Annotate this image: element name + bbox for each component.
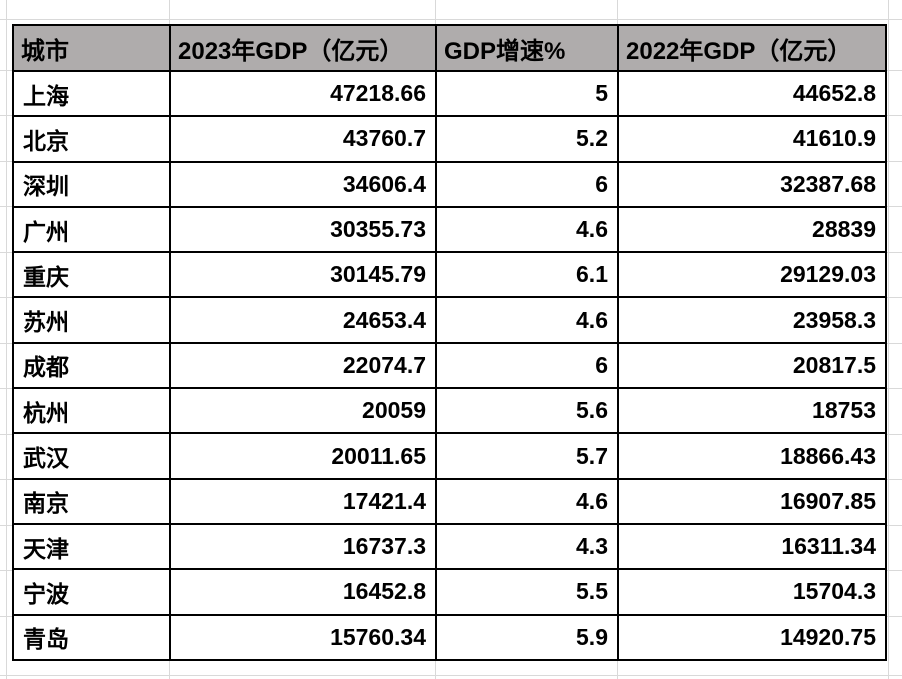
city-cell[interactable]: 成都 <box>12 341 171 390</box>
gdp2023-cell[interactable]: 30145.79 <box>169 251 437 299</box>
growth-cell[interactable]: 5 <box>435 69 619 118</box>
gridline <box>888 0 889 679</box>
city-cell[interactable]: 杭州 <box>12 387 171 435</box>
gdp2023-cell[interactable]: 16737.3 <box>169 522 437 571</box>
gdp2022-cell[interactable]: 32387.68 <box>617 160 887 208</box>
table-row: 深圳 34606.4 6 32387.68 <box>12 160 887 208</box>
gdp2022-cell[interactable]: 20817.5 <box>617 341 887 390</box>
table-row: 北京 43760.7 5.2 41610.9 <box>12 115 887 163</box>
gdp2022-cell[interactable]: 16907.85 <box>617 477 887 525</box>
header-cell-city[interactable]: 城市 <box>12 24 171 72</box>
gdp2023-cell[interactable]: 22074.7 <box>169 341 437 390</box>
header-row: 城市 2023年GDP（亿元） GDP增速% 2022年GDP（亿元） <box>12 24 887 72</box>
growth-cell[interactable]: 5.6 <box>435 387 619 435</box>
growth-cell[interactable]: 4.6 <box>435 477 619 525</box>
city-cell[interactable]: 深圳 <box>12 160 171 208</box>
table-row: 武汉 20011.65 5.7 18866.43 <box>12 432 887 480</box>
gdp2023-cell[interactable]: 47218.66 <box>169 69 437 118</box>
growth-cell[interactable]: 5.7 <box>435 432 619 480</box>
table-row: 青岛 15760.34 5.9 14920.75 <box>12 613 887 662</box>
gdp2022-cell[interactable]: 41610.9 <box>617 115 887 163</box>
gdp2023-cell[interactable]: 30355.73 <box>169 205 437 254</box>
gridline <box>0 675 902 676</box>
growth-cell[interactable]: 4.6 <box>435 205 619 254</box>
header-cell-growth[interactable]: GDP增速% <box>435 24 619 72</box>
growth-cell[interactable]: 5.2 <box>435 115 619 163</box>
city-cell[interactable]: 广州 <box>12 205 171 254</box>
gdp2022-cell[interactable]: 18753 <box>617 387 887 435</box>
table-row: 南京 17421.4 4.6 16907.85 <box>12 477 887 525</box>
gdp2023-cell[interactable]: 20011.65 <box>169 432 437 480</box>
table-row: 苏州 24653.4 4.6 23958.3 <box>12 296 887 344</box>
city-cell[interactable]: 重庆 <box>12 251 171 299</box>
table-row: 杭州 20059 5.6 18753 <box>12 387 887 435</box>
growth-cell[interactable]: 5.9 <box>435 613 619 662</box>
gdp2022-cell[interactable]: 16311.34 <box>617 522 887 571</box>
gdp2022-cell[interactable]: 44652.8 <box>617 69 887 118</box>
table-row: 宁波 16452.8 5.5 15704.3 <box>12 568 887 616</box>
table-row: 天津 16737.3 4.3 16311.34 <box>12 522 887 571</box>
growth-cell[interactable]: 4.6 <box>435 296 619 344</box>
gdp2022-cell[interactable]: 29129.03 <box>617 251 887 299</box>
table-row: 广州 30355.73 4.6 28839 <box>12 205 887 254</box>
gdp2023-cell[interactable]: 16452.8 <box>169 568 437 616</box>
growth-cell[interactable]: 6 <box>435 341 619 390</box>
growth-cell[interactable]: 5.5 <box>435 568 619 616</box>
gdp2022-cell[interactable]: 23958.3 <box>617 296 887 344</box>
city-cell[interactable]: 苏州 <box>12 296 171 344</box>
city-cell[interactable]: 南京 <box>12 477 171 525</box>
city-cell[interactable]: 武汉 <box>12 432 171 480</box>
gdp2022-cell[interactable]: 28839 <box>617 205 887 254</box>
gdp2023-cell[interactable]: 43760.7 <box>169 115 437 163</box>
gridline <box>6 0 7 679</box>
header-cell-gdp-2023[interactable]: 2023年GDP（亿元） <box>169 24 437 72</box>
city-cell[interactable]: 天津 <box>12 522 171 571</box>
gdp2023-cell[interactable]: 24653.4 <box>169 296 437 344</box>
growth-cell[interactable]: 4.3 <box>435 522 619 571</box>
growth-cell[interactable]: 6.1 <box>435 251 619 299</box>
growth-cell[interactable]: 6 <box>435 160 619 208</box>
header-cell-gdp-2022[interactable]: 2022年GDP（亿元） <box>617 24 887 72</box>
table-row: 重庆 30145.79 6.1 29129.03 <box>12 251 887 299</box>
city-cell[interactable]: 上海 <box>12 69 171 118</box>
gdp2023-cell[interactable]: 15760.34 <box>169 613 437 662</box>
city-cell[interactable]: 青岛 <box>12 613 171 662</box>
gdp2023-cell[interactable]: 20059 <box>169 387 437 435</box>
gdp-table: 城市 2023年GDP（亿元） GDP增速% 2022年GDP（亿元） 上海 4… <box>12 24 887 662</box>
gdp2023-cell[interactable]: 17421.4 <box>169 477 437 525</box>
table-row: 上海 47218.66 5 44652.8 <box>12 69 887 118</box>
city-cell[interactable]: 北京 <box>12 115 171 163</box>
city-cell[interactable]: 宁波 <box>12 568 171 616</box>
gdp2022-cell[interactable]: 18866.43 <box>617 432 887 480</box>
table-row: 成都 22074.7 6 20817.5 <box>12 341 887 390</box>
gdp2023-cell[interactable]: 34606.4 <box>169 160 437 208</box>
gdp2022-cell[interactable]: 15704.3 <box>617 568 887 616</box>
gdp2022-cell[interactable]: 14920.75 <box>617 613 887 662</box>
gridline <box>0 19 902 20</box>
